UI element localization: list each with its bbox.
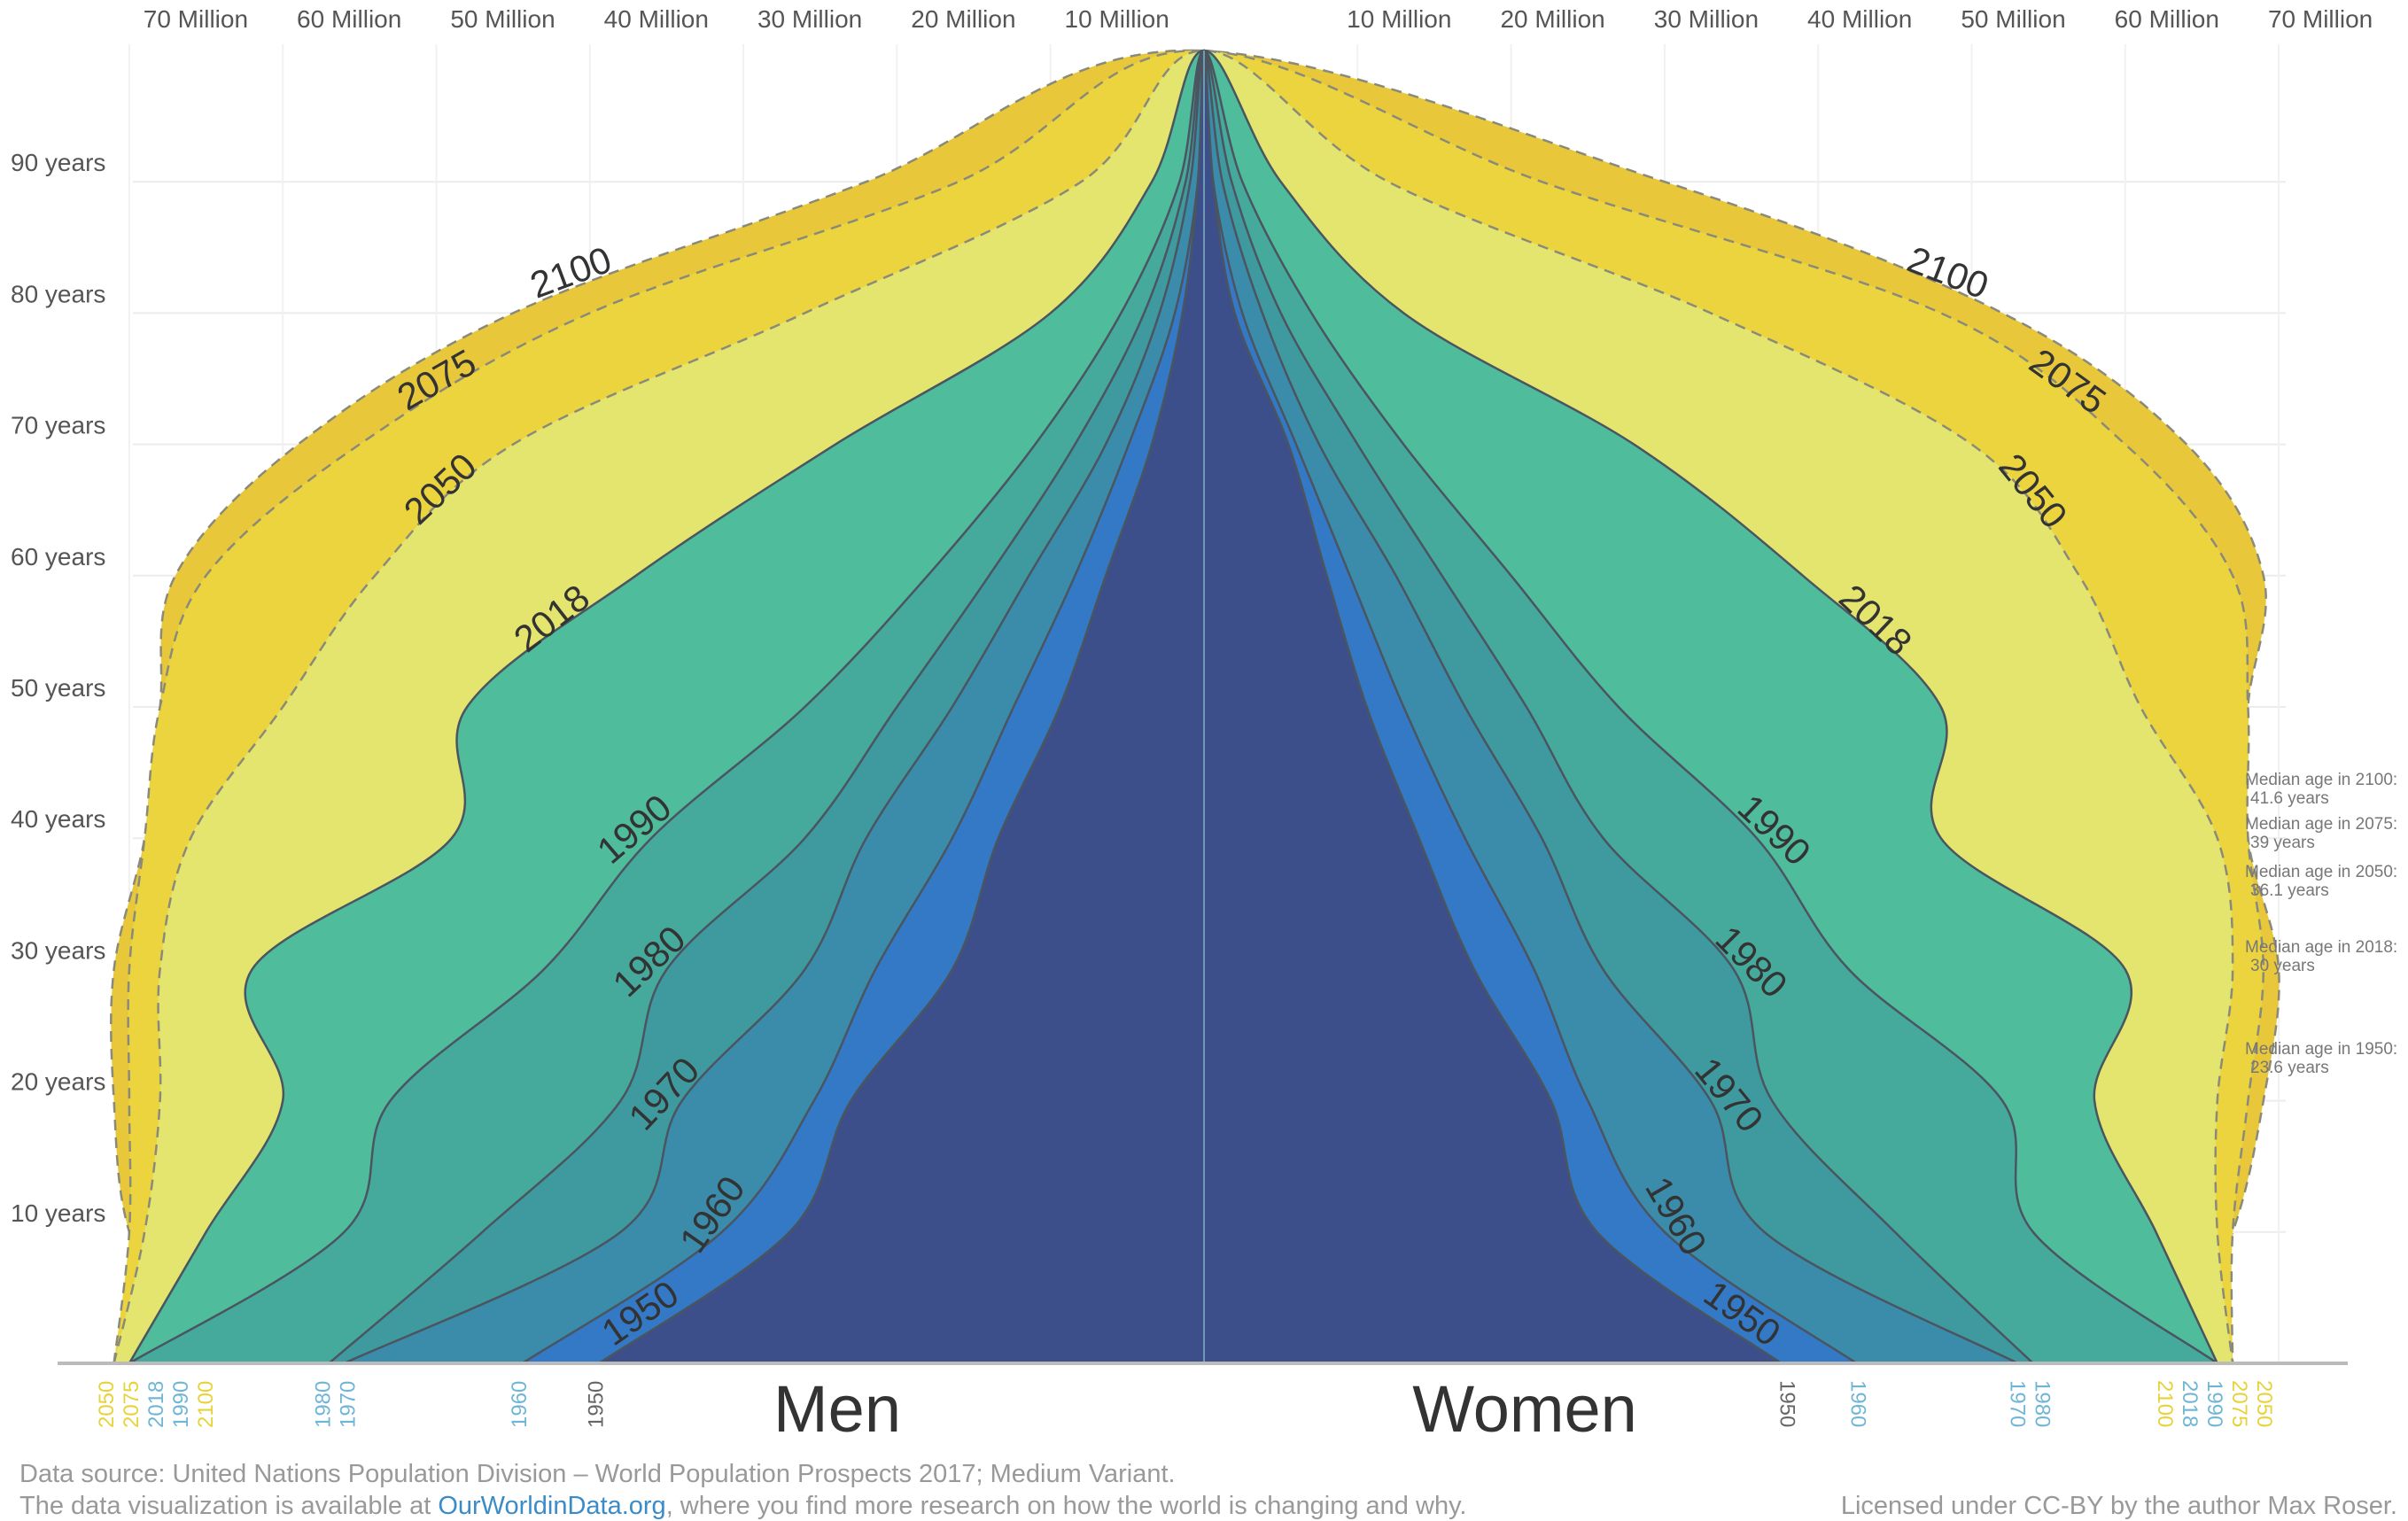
bottom-year-label-left-1950: 1950 xyxy=(585,1381,609,1428)
bottom-year-label-left-1970: 1970 xyxy=(336,1381,360,1428)
y-tick-label-40: 40 years xyxy=(11,805,105,833)
bottom-year-label-left-2075: 2075 xyxy=(120,1381,144,1428)
x-tick-label-right-70: 70 Million xyxy=(2268,5,2373,33)
data-source-note: Data source: United Nations Population D… xyxy=(19,1460,1176,1488)
x-tick-label-left-60: 60 Million xyxy=(297,5,401,33)
men-label: Men xyxy=(773,1372,901,1446)
y-tick-label-30: 30 years xyxy=(11,936,105,964)
bottom-year-label-right-1960: 1960 xyxy=(1845,1380,1869,1427)
availability-note: The data visualization is available at O… xyxy=(19,1492,1466,1521)
x-tick-label-right-10: 10 Million xyxy=(1347,5,1451,33)
x-tick-label-left-50: 50 Million xyxy=(450,5,555,33)
x-tick-label-left-10: 10 Million xyxy=(1065,5,1169,33)
availability-prefix: The data visualization is available at xyxy=(19,1492,439,1520)
x-tick-label-left-30: 30 Million xyxy=(757,5,862,33)
x-tick-label-left-70: 70 Million xyxy=(144,5,248,33)
median-age-annotations: Median age in 2100:41.6 years Median age … xyxy=(2245,771,2397,1077)
y-tick-label-10: 10 years xyxy=(11,1199,105,1227)
median-age-value: 30 years xyxy=(2250,957,2315,975)
bottom-year-label-left-2050: 2050 xyxy=(95,1381,119,1428)
x-tick-label-left-40: 40 Million xyxy=(604,5,709,33)
axes: 10 Million 10 Million 20 Million 20 Million… xyxy=(11,5,2373,1365)
bottom-year-label-right-1990: 1990 xyxy=(2202,1380,2226,1427)
x-tick-label-right-60: 60 Million xyxy=(2115,5,2219,33)
bottom-year-label-right-1980: 1980 xyxy=(2030,1380,2054,1427)
median-age-value: 41.6 years xyxy=(2250,789,2329,808)
median-age-label: Median age in 2100: xyxy=(2245,771,2397,789)
median-age-value: 39 years xyxy=(2250,834,2315,852)
x-tick-label-right-20: 20 Million xyxy=(1500,5,1604,33)
median-age-label: Median age in 2050: xyxy=(2245,863,2397,881)
availability-suffix: , where you find more research on how th… xyxy=(665,1492,1467,1520)
x-tick-label-left-20: 20 Million xyxy=(911,5,1015,33)
bottom-year-label-right-2018: 2018 xyxy=(2178,1380,2202,1427)
y-tick-label-80: 80 years xyxy=(11,280,105,307)
median-age-value: 23.6 years xyxy=(2250,1059,2329,1077)
bottom-year-label-right-2100: 2100 xyxy=(2153,1380,2177,1427)
bottom-year-label-right-2050: 2050 xyxy=(2252,1380,2276,1427)
y-tick-label-20: 20 years xyxy=(11,1068,105,1096)
median-age-value: 36.1 years xyxy=(2250,881,2329,900)
bottom-year-label-left-2018: 2018 xyxy=(144,1381,168,1428)
license-note: Licensed under CC-BY by the author Max R… xyxy=(1840,1492,2397,1520)
bottom-year-labels: 2050 2075 2018 1990 2100 1980 1970 1960 1950 1950… xyxy=(95,1380,2276,1428)
x-tick-label-right-40: 40 Million xyxy=(1807,5,1912,33)
bottom-year-label-left-1990: 1990 xyxy=(169,1381,193,1428)
y-tick-label-60: 60 years xyxy=(11,543,105,570)
bottom-year-label-right-2075: 2075 xyxy=(2227,1380,2251,1427)
bottom-year-label-left-1960: 1960 xyxy=(508,1381,532,1428)
women-label: Women xyxy=(1412,1372,1637,1446)
bottom-year-label-right-1970: 1970 xyxy=(2005,1380,2029,1427)
median-age-label: Median age in 1950: xyxy=(2245,1040,2397,1059)
median-age-label: Median age in 2075: xyxy=(2245,815,2397,834)
pyramid-areas xyxy=(110,49,2280,1365)
x-tick-label-right-50: 50 Million xyxy=(1961,5,2065,33)
bottom-year-label-right-1950: 1950 xyxy=(1775,1380,1799,1427)
y-tick-label-90: 90 years xyxy=(11,149,105,176)
median-age-label: Median age in 2018: xyxy=(2245,938,2397,957)
y-tick-label-50: 50 years xyxy=(11,674,105,702)
bottom-year-label-left-2100: 2100 xyxy=(194,1381,218,1428)
owid-link[interactable]: OurWorldinData.org xyxy=(438,1492,666,1520)
y-tick-label-70: 70 years xyxy=(11,412,105,439)
x-tick-label-right-30: 30 Million xyxy=(1654,5,1759,33)
bottom-year-label-left-1980: 1980 xyxy=(311,1381,335,1428)
